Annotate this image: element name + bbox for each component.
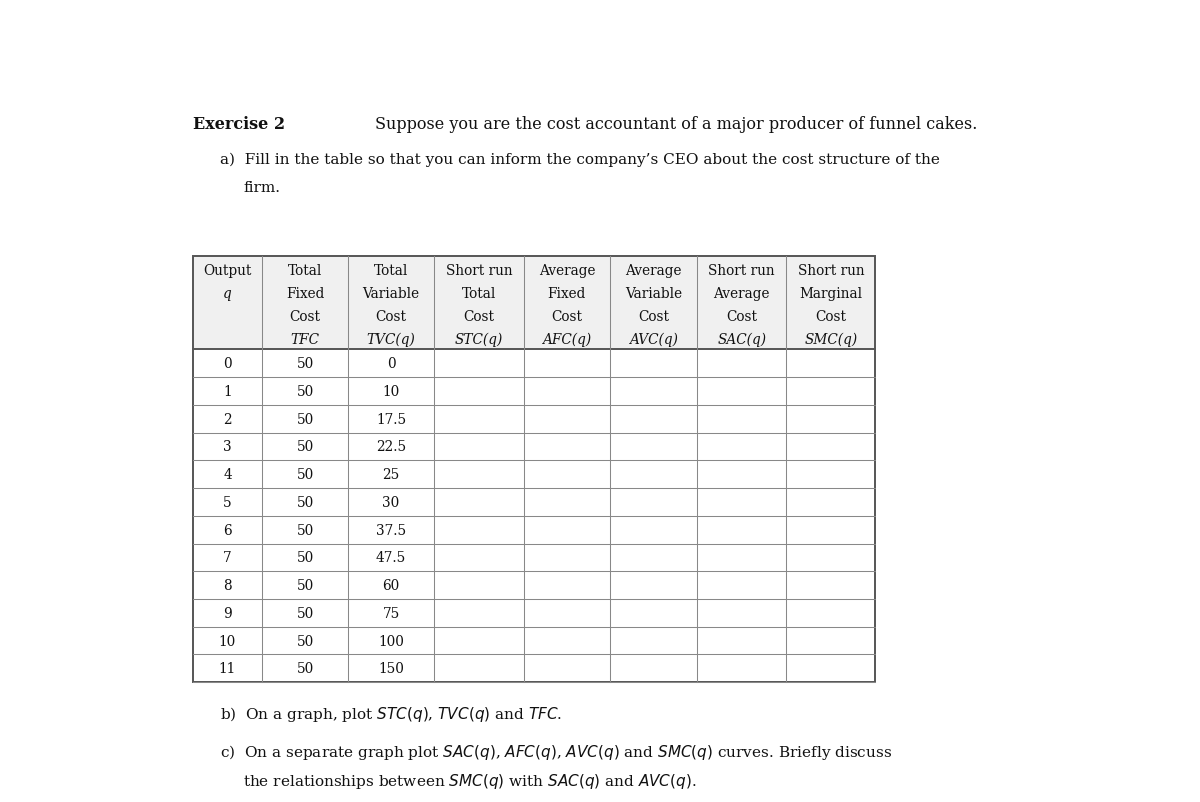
Text: 3: 3: [223, 440, 232, 454]
Text: Total: Total: [462, 287, 496, 301]
Text: Average: Average: [539, 264, 595, 277]
Text: 50: 50: [296, 385, 313, 399]
Text: 11: 11: [218, 662, 236, 675]
Text: 5: 5: [223, 496, 232, 509]
Text: 50: 50: [296, 634, 313, 648]
Text: c)  On a separate graph plot $\mathit{SAC}(q)$, $\mathit{AFC}(q)$, $\mathit{AVC}: c) On a separate graph plot $\mathit{SAC…: [220, 742, 892, 761]
Text: 1: 1: [223, 385, 232, 399]
Text: 100: 100: [378, 634, 404, 648]
Text: b)  On a graph, plot $\mathit{STC}(q)$, $\mathit{TVC}(q)$ and $\mathit{TFC}$.: b) On a graph, plot $\mathit{STC}(q)$, $…: [220, 704, 562, 723]
Text: 50: 50: [296, 606, 313, 620]
Text: Short run: Short run: [445, 264, 512, 277]
Text: 50: 50: [296, 468, 313, 481]
Text: Cost: Cost: [552, 310, 582, 324]
Text: 50: 50: [296, 496, 313, 509]
Text: 50: 50: [296, 551, 313, 565]
Text: 75: 75: [383, 606, 400, 620]
Text: 0: 0: [386, 357, 395, 371]
Text: 22.5: 22.5: [376, 440, 406, 454]
Text: q: q: [223, 287, 232, 301]
Text: 50: 50: [296, 412, 313, 426]
Text: 10: 10: [218, 634, 236, 648]
Text: Cost: Cost: [463, 310, 494, 324]
Text: Fixed: Fixed: [547, 287, 586, 301]
Text: 47.5: 47.5: [376, 551, 406, 565]
Text: 9: 9: [223, 606, 232, 620]
Text: Total: Total: [288, 264, 322, 277]
Text: Total: Total: [374, 264, 408, 277]
Text: 17.5: 17.5: [376, 412, 406, 426]
Text: Short run: Short run: [708, 264, 775, 277]
Text: firm.: firm.: [242, 180, 280, 195]
Text: Cost: Cost: [726, 310, 757, 324]
Text: 37.5: 37.5: [376, 523, 406, 537]
Text: SAC(q): SAC(q): [718, 332, 767, 346]
Text: the relationships between $\mathit{SMC}(q)$ with $\mathit{SAC}(q)$ and $\mathit{: the relationships between $\mathit{SMC}(…: [242, 772, 696, 791]
Text: TVC(q): TVC(q): [366, 332, 415, 346]
Text: Cost: Cost: [638, 310, 670, 324]
Text: Marginal: Marginal: [799, 287, 863, 301]
Text: Cost: Cost: [289, 310, 320, 324]
Text: Cost: Cost: [376, 310, 407, 324]
Text: Exercise 2: Exercise 2: [193, 115, 284, 132]
Text: Output: Output: [203, 264, 252, 277]
Text: 10: 10: [383, 385, 400, 399]
Text: Short run: Short run: [798, 264, 864, 277]
Text: TFC: TFC: [290, 332, 319, 346]
Text: 50: 50: [296, 523, 313, 537]
Text: AFC(q): AFC(q): [542, 332, 592, 346]
Text: STC(q): STC(q): [455, 332, 503, 346]
Text: a)  Fill in the table so that you can inform the company’s CEO about the cost st: a) Fill in the table so that you can inf…: [220, 152, 940, 167]
Text: Fixed: Fixed: [286, 287, 324, 301]
Text: 4: 4: [223, 468, 232, 481]
Text: 2: 2: [223, 412, 232, 426]
Text: Suppose you are the cost accountant of a major producer of funnel cakes.: Suppose you are the cost accountant of a…: [374, 115, 977, 132]
Text: 60: 60: [383, 578, 400, 593]
Text: Cost: Cost: [815, 310, 846, 324]
Text: Variable: Variable: [625, 287, 683, 301]
Bar: [193, 256, 876, 683]
Text: 50: 50: [296, 578, 313, 593]
Text: AVC(q): AVC(q): [629, 332, 678, 346]
Text: 25: 25: [383, 468, 400, 481]
Text: 50: 50: [296, 440, 313, 454]
Text: 0: 0: [223, 357, 232, 371]
Text: 6: 6: [223, 523, 232, 537]
Text: 150: 150: [378, 662, 404, 675]
Text: Average: Average: [714, 287, 770, 301]
Text: 50: 50: [296, 357, 313, 371]
Bar: [193, 256, 876, 350]
Bar: [193, 350, 876, 683]
Text: Average: Average: [625, 264, 682, 277]
Text: SMC(q): SMC(q): [804, 332, 858, 346]
Text: 7: 7: [223, 551, 232, 565]
Text: 50: 50: [296, 662, 313, 675]
Text: 8: 8: [223, 578, 232, 593]
Text: 30: 30: [383, 496, 400, 509]
Text: Variable: Variable: [362, 287, 420, 301]
